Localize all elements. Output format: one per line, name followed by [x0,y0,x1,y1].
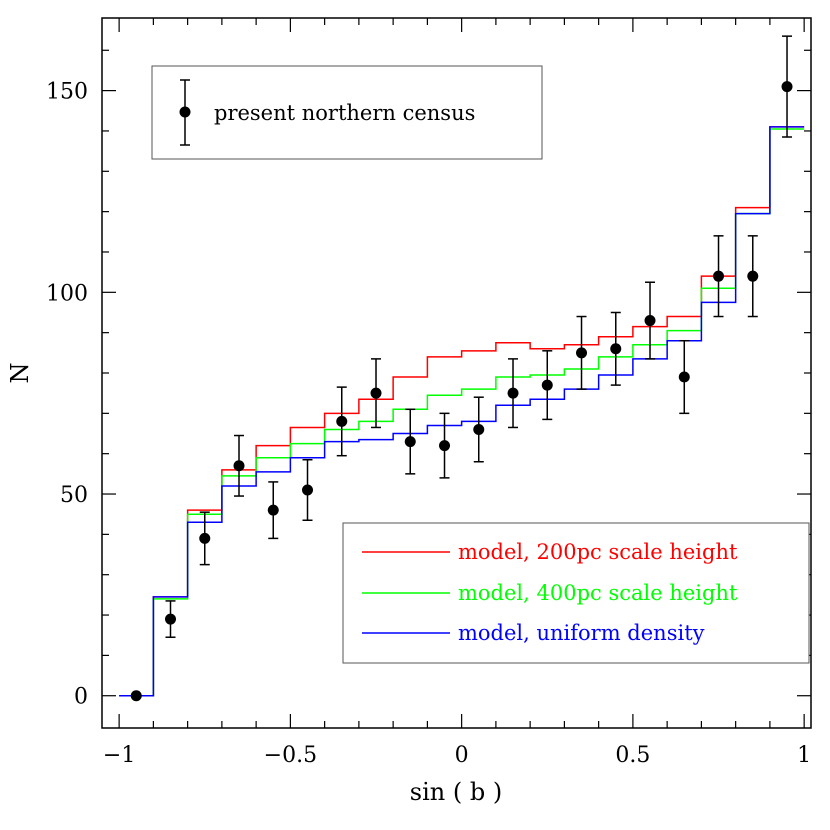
data-point-6 [336,415,348,427]
legend-points-label: present northern census [214,101,475,125]
x-tick-label-2: 0 [455,743,469,768]
legend-points-marker [179,106,191,118]
y-tick-label-1: 50 [60,483,88,508]
y-tick-label-2: 100 [46,281,88,306]
data-point-0 [130,690,142,702]
data-point-3 [233,460,245,472]
data-point-11 [507,387,519,399]
data-point-1 [165,613,177,625]
data-point-10 [473,423,485,435]
legend-label-uniform: model, uniform density [458,621,705,645]
y-tick-label-0: 0 [74,685,88,710]
axis-ticks [102,18,811,728]
data-point-17 [713,270,725,282]
plot-area [119,35,805,702]
x-tick-labels: −1 −0.5 0 0.5 1 [103,743,811,768]
data-point-9 [439,440,451,452]
legend-models: model, 200pc scale height model, 400pc s… [342,522,810,664]
data-point-2 [199,532,211,544]
data-point-13 [576,347,588,359]
y-tick-label-3: 150 [46,80,88,105]
data-point-4 [267,504,279,516]
data-point-16 [678,371,690,383]
data-point-8 [404,436,416,448]
data-point-18 [747,270,759,282]
x-tick-label-4: 1 [797,743,811,768]
data-point-15 [644,315,656,327]
data-point-19 [781,81,793,93]
legend-label-400pc: model, 400pc scale height [458,581,738,605]
legend-label-200pc: model, 200pc scale height [458,540,738,564]
legend-points: present northern census [151,65,543,160]
x-axis-label: sin ( b ) [410,778,502,806]
data-point-14 [610,343,622,355]
legend-points-box [151,65,543,160]
y-tick-labels: 0 50 100 150 [46,80,88,710]
x-tick-label-3: 0.5 [615,743,650,768]
y-axis-label: N [6,363,34,384]
x-tick-label-0: −1 [103,743,135,768]
data-point-7 [370,387,382,399]
data-point-12 [541,379,553,391]
data-point-5 [302,484,314,496]
x-tick-label-1: −0.5 [264,743,317,768]
